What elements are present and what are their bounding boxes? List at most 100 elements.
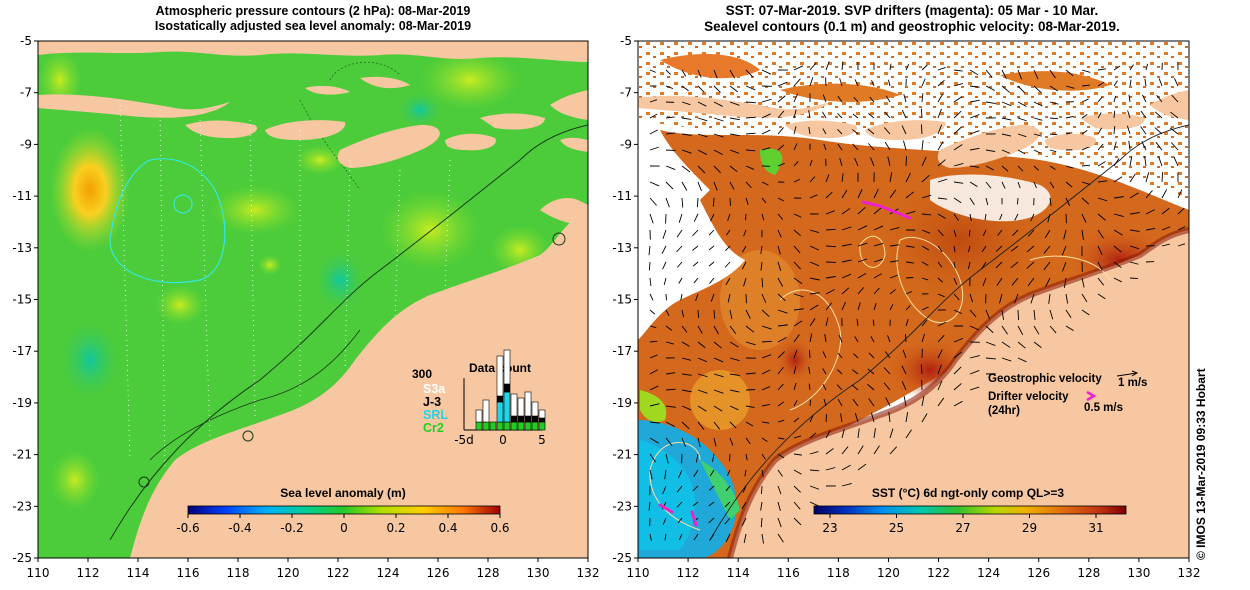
velocity-arrow xyxy=(678,213,683,223)
velocity-arrow xyxy=(873,258,883,263)
velocity-arrow xyxy=(681,405,692,411)
velocity-arrow xyxy=(665,69,672,75)
colorbar-tick-label: -0.6 xyxy=(176,521,199,535)
velocity-arrow xyxy=(681,117,692,120)
velocity-arrow xyxy=(995,261,1003,269)
velocity-arrow xyxy=(985,357,996,360)
velocity-arrow xyxy=(883,382,891,391)
velocity-arrow xyxy=(711,453,715,462)
bathymetry-contour xyxy=(109,124,588,541)
velocity-arrow xyxy=(662,517,667,525)
velocity-arrow xyxy=(712,197,715,207)
velocity-arrow xyxy=(841,446,849,455)
velocity-arrow xyxy=(1113,229,1123,236)
left-x-tick-label: 112 xyxy=(77,566,100,580)
velocity-arrow xyxy=(854,157,859,167)
velocity-arrow xyxy=(808,366,811,375)
velocity-arrow xyxy=(889,289,896,295)
data-count-bar-segment xyxy=(538,417,546,423)
velocity-arrow xyxy=(889,260,899,263)
velocity-arrow xyxy=(809,318,816,327)
colorbar-tick-label: 0.4 xyxy=(438,521,457,535)
velocity-arrow xyxy=(838,335,843,343)
velocity-arrow xyxy=(1065,116,1074,119)
velocity-arrow xyxy=(809,451,819,455)
velocity-arrow xyxy=(1177,243,1186,247)
left-y-tick-label: -13 xyxy=(12,241,32,255)
velocity-arrow xyxy=(1033,101,1043,107)
velocity-arrow xyxy=(681,373,692,376)
velocity-arrow xyxy=(1030,213,1035,222)
velocity-arrow xyxy=(793,349,798,359)
velocity-arrow xyxy=(664,469,667,480)
left-x-tick-label: 116 xyxy=(177,566,200,580)
velocity-arrow xyxy=(777,324,788,327)
velocity-arrow xyxy=(695,293,699,302)
velocity-arrow xyxy=(884,141,891,151)
velocity-arrow xyxy=(727,293,731,303)
velocity-arrow xyxy=(729,373,740,376)
velocity-arrow xyxy=(676,485,683,493)
velocity-arrow xyxy=(665,341,674,345)
velocity-arrow xyxy=(1177,207,1185,215)
velocity-arrow xyxy=(745,116,756,119)
velocity-arrow xyxy=(777,162,785,167)
velocity-arrow xyxy=(921,306,929,311)
velocity-arrow xyxy=(742,245,747,253)
velocity-arrow xyxy=(809,194,818,199)
velocity-arrow xyxy=(1063,229,1067,240)
velocity-arrow xyxy=(872,319,875,327)
sla-colorbar-title: Sea level anomaly (m) xyxy=(280,486,405,500)
velocity-arrow xyxy=(937,67,946,71)
data-count-bar-segment xyxy=(503,391,511,423)
velocity-arrow xyxy=(1169,127,1179,135)
left-y-tick-label: -7 xyxy=(20,86,32,100)
velocity-arrow xyxy=(809,333,813,343)
velocity-arrow xyxy=(761,453,766,460)
velocity-arrow xyxy=(681,309,685,318)
velocity-arrow xyxy=(889,63,892,71)
svp-drifter-tracks xyxy=(658,200,912,527)
velocity-arrow xyxy=(1026,261,1035,269)
velocity-arrow xyxy=(695,453,699,463)
right-x-tick-label: 128 xyxy=(1077,566,1100,580)
velocity-arrow xyxy=(825,289,835,295)
velocity-arrow xyxy=(649,69,656,73)
velocity-arrow xyxy=(870,336,875,343)
velocity-arrow xyxy=(1049,325,1057,334)
velocity-arrow xyxy=(665,309,670,316)
velocity-arrow xyxy=(697,437,701,448)
left-x-tick-label: 132 xyxy=(577,566,600,580)
velocity-arrow xyxy=(777,245,781,255)
velocity-arrow xyxy=(837,352,843,359)
velocity-arrow xyxy=(1158,78,1163,87)
velocity-arrow xyxy=(648,245,651,256)
velocity-arrow xyxy=(841,226,852,231)
right-x-tick-label: 110 xyxy=(627,566,650,580)
velocity-arrow xyxy=(681,101,691,106)
velocity-arrow xyxy=(871,79,875,87)
velocity-arrow xyxy=(920,124,923,135)
negative-anomaly xyxy=(398,92,442,128)
velocity-arrow xyxy=(969,99,980,103)
velocity-arrow xyxy=(921,140,924,151)
velocity-arrow xyxy=(713,85,721,93)
velocity-arrow xyxy=(1017,341,1026,349)
velocity-arrow xyxy=(889,446,898,455)
velocity-arrow xyxy=(937,213,946,219)
velocity-arrow xyxy=(649,277,652,286)
imos-credit: © IMOS 13-Mar-2019 09:33 Hobart xyxy=(1194,368,1208,560)
velocity-arrow xyxy=(887,79,891,87)
velocity-arrow xyxy=(793,366,797,375)
velocity-arrow xyxy=(857,225,868,231)
velocity-arrow xyxy=(1129,261,1139,265)
velocity-arrow xyxy=(854,336,859,343)
velocity-arrow xyxy=(953,400,963,407)
velocity-arrow xyxy=(1161,172,1164,183)
sealevel-contours xyxy=(649,235,1111,531)
velocity-arrow xyxy=(729,85,738,93)
velocity-arrow xyxy=(649,129,658,135)
velocity-arrow xyxy=(969,85,980,88)
velocity-arrow xyxy=(649,197,657,206)
velocity-arrow xyxy=(708,517,715,524)
